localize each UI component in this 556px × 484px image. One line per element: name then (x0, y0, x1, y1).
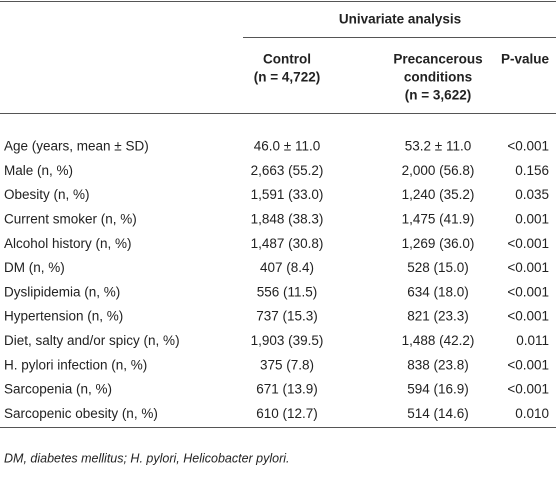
column-header: (n = 3,622) (405, 88, 471, 103)
cell: 556 (11.5) (257, 284, 318, 299)
row-label: Diet, salty and/or spicy (n, %) (4, 333, 180, 348)
cell: 514 (14.6) (407, 406, 469, 421)
cell: <0.001 (507, 357, 549, 372)
footnote: DM, diabetes mellitus; H. pylori, Helico… (4, 451, 290, 465)
cell: 1,903 (39.5) (251, 333, 324, 348)
cell: <0.001 (507, 260, 549, 275)
row-label: Sarcopenia (n, %) (4, 382, 112, 397)
cell: 1,848 (38.3) (251, 211, 324, 226)
row-label: Hypertension (n, %) (4, 309, 123, 324)
cell: 1,269 (36.0) (402, 236, 475, 251)
cell: 0.035 (515, 187, 549, 202)
cell: 594 (16.9) (407, 382, 469, 397)
cell: 838 (23.8) (407, 357, 469, 372)
cell: <0.001 (507, 236, 549, 251)
row-label: DM (n, %) (4, 260, 65, 275)
cell: 0.011 (516, 333, 549, 348)
cell: <0.001 (507, 139, 549, 154)
column-header: P-value (501, 52, 550, 67)
cell: 0.010 (515, 406, 549, 421)
cell: <0.001 (507, 382, 549, 397)
cell: 610 (12.7) (256, 406, 318, 421)
row-label: Dyslipidemia (n, %) (4, 284, 120, 299)
row-label: Alcohol history (n, %) (4, 236, 132, 251)
cell: 53.2 ± 11.0 (405, 139, 471, 154)
cell: 634 (18.0) (407, 284, 469, 299)
cell: 1,487 (30.8) (251, 236, 324, 251)
cell: 1,591 (33.0) (251, 187, 324, 202)
row-label: Obesity (n, %) (4, 187, 90, 202)
row-label: Age (years, mean ± SD) (4, 139, 149, 154)
group-header: Univariate analysis (339, 12, 461, 27)
cell: 1,488 (42.2) (402, 333, 475, 348)
column-header: (n = 4,722) (254, 70, 320, 85)
cell: <0.001 (507, 284, 549, 299)
cell: 2,663 (55.2) (251, 163, 324, 178)
cell: 528 (15.0) (407, 260, 469, 275)
column-header: Precancerous (393, 52, 482, 67)
row-label: Current smoker (n, %) (4, 211, 137, 226)
cell: 1,240 (35.2) (402, 187, 475, 202)
row-label: Male (n, %) (4, 163, 73, 178)
cell: 671 (13.9) (256, 382, 318, 397)
column-header: conditions (404, 70, 472, 85)
row-label: H. pylori infection (n, %) (4, 357, 147, 372)
cell: 0.156 (515, 163, 549, 178)
cell: 407 (8.4) (260, 260, 314, 275)
cell: 821 (23.3) (407, 309, 469, 324)
cell: 737 (15.3) (256, 309, 318, 324)
cell: 375 (7.8) (260, 357, 314, 372)
cell: <0.001 (507, 309, 549, 324)
cell: 2,000 (56.8) (402, 163, 475, 178)
cell: 1,475 (41.9) (402, 211, 475, 226)
column-header: Control (263, 52, 311, 67)
cell: 0.001 (515, 211, 549, 226)
row-label: Sarcopenic obesity (n, %) (4, 406, 158, 421)
cell: 46.0 ± 11.0 (254, 139, 320, 154)
